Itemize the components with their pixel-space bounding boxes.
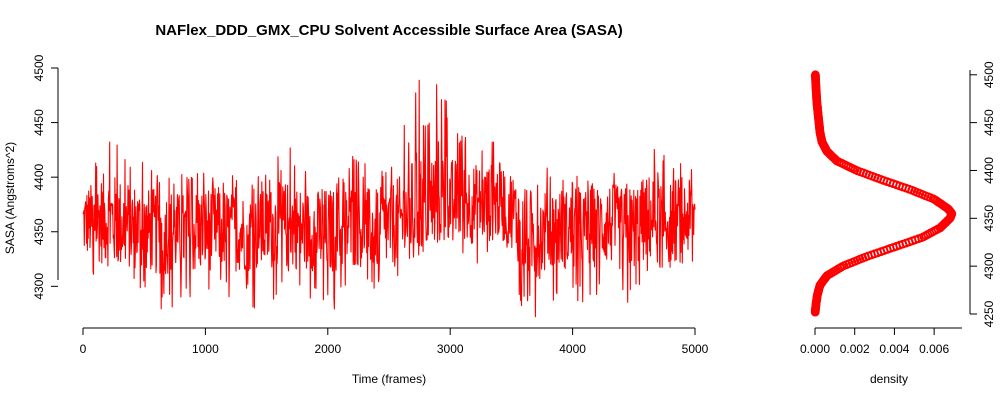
density-y-tick-label: 4400: [982, 157, 996, 184]
y-tick-label: 4300: [32, 273, 46, 300]
y-tick-label: 4400: [32, 163, 46, 190]
density-y-tick-label: 4350: [982, 205, 996, 232]
density-x-tick-label: 0.006: [919, 342, 949, 356]
sasa-line: [82, 79, 696, 318]
x-tick-label: 3000: [437, 342, 464, 356]
x-tick-label: 5000: [682, 342, 709, 356]
density-plot: 0.000 0.002 0.004 0.006 4250 4300 4350 4400 445…: [800, 61, 996, 386]
x-tick-label: 4000: [559, 342, 586, 356]
density-y-tick-label: 4450: [982, 109, 996, 136]
density-x-axis-label: density: [870, 372, 908, 386]
density-y-tick-label: 4250: [982, 300, 996, 327]
y-tick-label: 4450: [32, 109, 46, 136]
x-axis-label: Time (frames): [352, 372, 426, 386]
y-tick-label: 4350: [32, 218, 46, 245]
density-series: [810, 70, 957, 317]
density-y-tick-label: 4500: [982, 61, 996, 88]
density-x-tick-label: 0.004: [879, 342, 909, 356]
density-x-tick-label: 0.002: [840, 342, 870, 356]
sasa-series: [82, 79, 696, 318]
density-y-ticks: 4250 4300 4350 4400 4450 4500: [970, 61, 996, 327]
x-ticks: 0 1000 2000 3000 4000 5000: [80, 328, 709, 356]
x-tick-label: 2000: [314, 342, 341, 356]
y-axis-label: SASA (Angstroms^2): [3, 142, 17, 254]
density-point: [811, 70, 820, 80]
y-tick-label: 4500: [32, 54, 46, 81]
y-ticks: 4300 4350 4400 4450 4500: [32, 54, 58, 300]
density-x-ticks: 0.000 0.002 0.004 0.006: [800, 328, 949, 356]
density-y-tick-label: 4300: [982, 252, 996, 279]
density-x-tick-label: 0.000: [800, 342, 830, 356]
x-tick-label: 0: [80, 342, 87, 356]
x-tick-label: 1000: [192, 342, 219, 356]
main-plot: 0 1000 2000 3000 4000 5000 4300 4350 4400 4450 45…: [3, 54, 709, 386]
chart-title: NAFlex_DDD_GMX_CPU Solvent Accessible Su…: [155, 22, 622, 39]
